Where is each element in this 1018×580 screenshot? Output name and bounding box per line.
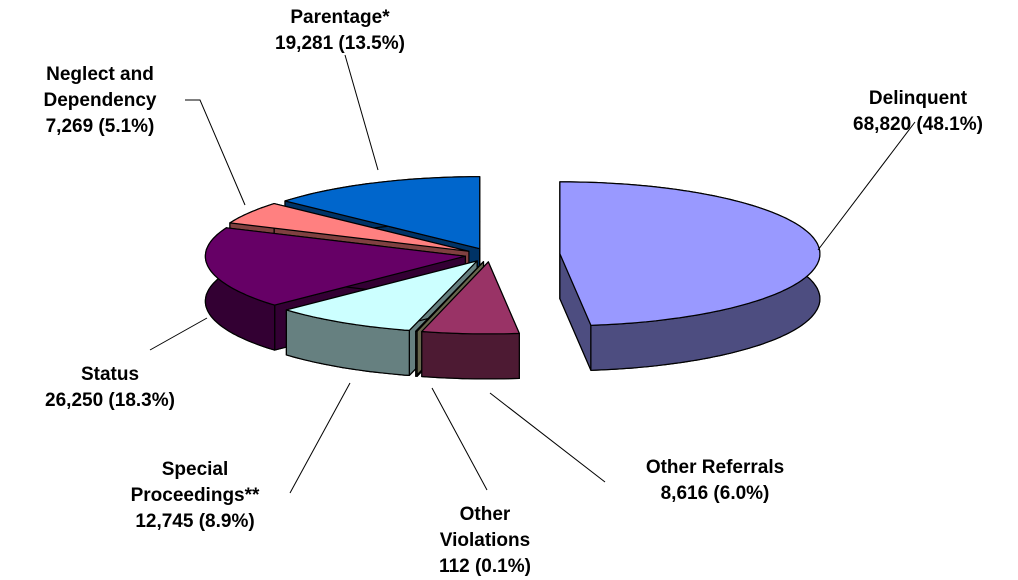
category-name: Neglect and Dependency	[43, 64, 157, 111]
slice	[559, 181, 821, 326]
leader-line	[289, 382, 351, 494]
category-name: Special Proceedings**	[130, 459, 260, 506]
leader-line	[185, 99, 246, 206]
slice-side	[421, 330, 520, 380]
leader-line	[431, 387, 488, 491]
value-label: 12,745 (8.9%)	[135, 511, 255, 532]
value-label: 19,281 (13.5%)	[275, 33, 405, 54]
value-label: 7,269 (5.1%)	[45, 116, 155, 137]
slice-label: Neglect and Dependency 7,269 (5.1%)	[8, 62, 193, 140]
slice-label: Delinquent 68,820 (48.1%)	[818, 86, 1018, 138]
value-label: 26,250 (18.3%)	[45, 390, 175, 411]
slice	[229, 203, 470, 252]
leader-line	[149, 317, 208, 351]
leader-line	[344, 54, 379, 171]
slice	[285, 260, 478, 331]
slice-side	[415, 330, 418, 377]
slice-label: Other Referrals 8,616 (6.0%)	[585, 455, 845, 507]
value-label: 8,616 (6.0%)	[660, 483, 770, 504]
category-name: Status	[80, 364, 140, 385]
slice	[204, 227, 466, 306]
value-label: 112 (0.1%)	[439, 556, 531, 577]
slice	[421, 261, 520, 335]
slice-label: Other Violations 112 (0.1%)	[425, 502, 545, 580]
slice-label: Special Proceedings** 12,745 (8.9%)	[120, 457, 270, 535]
category-name: Delinquent	[868, 88, 968, 109]
category-name: Parentage*	[290, 7, 390, 28]
category-name: Other Referrals	[645, 457, 785, 478]
value-label: 68,820 (48.1%)	[853, 114, 983, 135]
leader-line	[489, 392, 606, 483]
category-name: Other Violations	[439, 504, 531, 551]
slice-label: Parentage* 19,281 (13.5%)	[240, 5, 440, 57]
slice	[415, 261, 485, 332]
leader-line	[817, 121, 916, 251]
slice	[284, 176, 481, 250]
slice-label: Status 26,250 (18.3%)	[10, 362, 210, 414]
